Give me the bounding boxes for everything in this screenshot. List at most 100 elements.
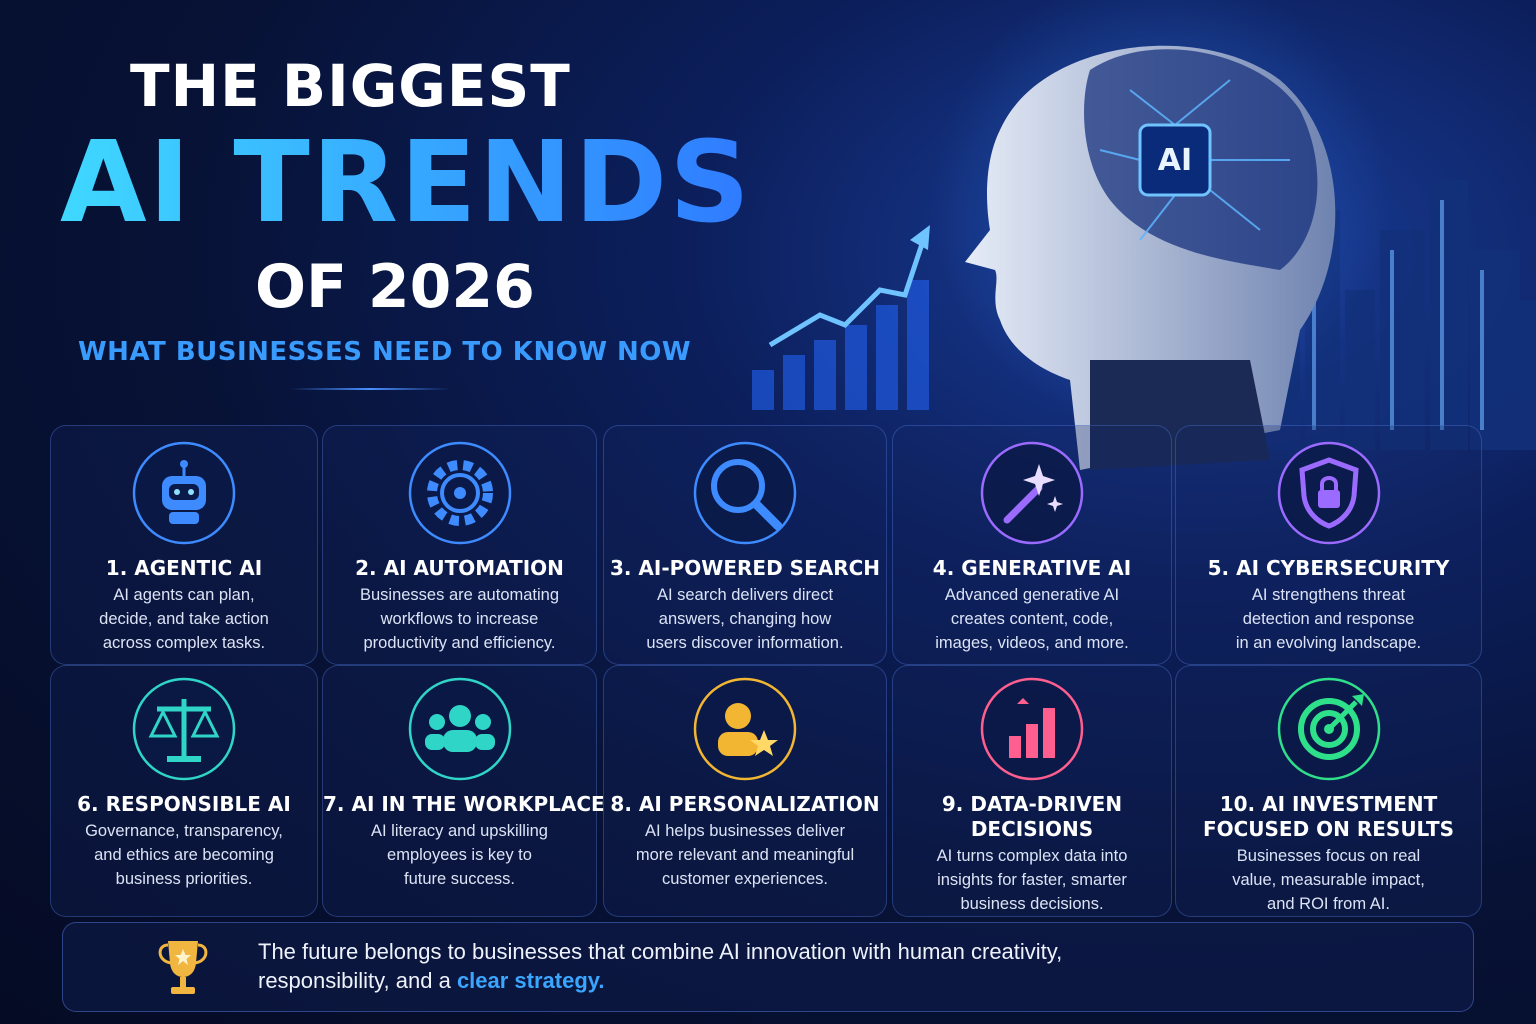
icon-shape [174, 489, 180, 495]
icon-shape [426, 460, 493, 526]
icon-shape [1174, 79, 1231, 126]
card-description-line: AI turns complex data into [936, 847, 1128, 865]
icon-shape [751, 499, 783, 531]
card-title: 1. AGENTIC AI [51, 556, 317, 581]
card-description-line: business decisions. [960, 895, 1104, 913]
icon-shape [1209, 189, 1261, 231]
card-description-line: detection and response [1242, 610, 1415, 628]
icon-shape [876, 305, 898, 410]
icon-shape [1309, 710, 1348, 748]
growth-bars [752, 280, 929, 410]
icon-shape [725, 703, 751, 729]
icon-shape [408, 677, 511, 781]
trend-card: 2. AI AUTOMATION Businesses are automatin… [322, 425, 597, 665]
card-title-line: 2. AI AUTOMATION [355, 556, 564, 580]
card-description-line: Businesses focus on real [1236, 847, 1421, 865]
neck [1090, 360, 1270, 470]
trend-card: 3. AI-POWERED SEARCH AI search delivers d… [603, 425, 887, 665]
ai-chip-label: AI [1158, 143, 1192, 178]
icon-shape [1298, 457, 1359, 529]
trend-card: 8. AI PERSONALIZATION AI helps businesses… [603, 665, 887, 917]
icon-shape [439, 473, 480, 513]
card-description-line: more relevant and meaningful [635, 846, 855, 864]
subtitle: WHAT BUSINESSES NEED TO KNOW NOW [78, 337, 692, 367]
card-description: Businesses are automating workflows to in… [323, 583, 596, 655]
footer-highlight: clear strategy. [456, 968, 605, 993]
card-icon [1176, 438, 1481, 548]
card-description: AI literacy and upskilling employees is k… [323, 819, 596, 891]
card-description-line: AI search delivers direct [656, 586, 834, 604]
icon-shape [693, 677, 797, 781]
icon-shape [1099, 149, 1141, 161]
card-description-line: Governance, transparency, [85, 822, 283, 840]
circuit-lines [1099, 79, 1290, 241]
card-title: 5. AI CYBERSECURITY [1176, 556, 1481, 581]
icon-shape [424, 734, 445, 750]
card-description-line: future success. [404, 870, 515, 888]
icon-shape [1277, 441, 1380, 545]
title-line: OF 2026 [255, 252, 535, 322]
icon-shape [132, 441, 236, 545]
growth-arrow [768, 234, 928, 348]
icon-shape [148, 708, 220, 738]
icon-shape [132, 677, 236, 781]
icon-shape [1317, 490, 1340, 508]
card-title: 4. GENERATIVE AI [893, 556, 1171, 581]
card-description: AI helps businesses deliver more relevant… [604, 819, 886, 891]
card-title: 10. AI INVESTMENT FOCUSED ON RESULTS [1176, 792, 1481, 842]
icon-shape [693, 677, 797, 781]
footer-banner: The future belongs to businesses that co… [62, 922, 1474, 1012]
icon-shape [814, 340, 836, 410]
icon-shape [474, 734, 495, 750]
icon-shape [980, 441, 1084, 545]
icon-shape [428, 714, 445, 730]
icon-shape [1297, 698, 1360, 760]
icon-shape [1009, 736, 1021, 758]
card-title-line: 1. AGENTIC AI [105, 556, 263, 580]
icon-shape [711, 459, 765, 513]
icon-shape [1129, 89, 1176, 126]
icon-shape [175, 949, 191, 965]
card-description-line: employees is key to [387, 846, 532, 864]
card-description-line: workflows to increase [380, 610, 539, 628]
icon-shape [1440, 200, 1444, 430]
card-description-line: users discover information. [646, 634, 844, 652]
card-description-line: Businesses are automating [359, 586, 560, 604]
arrow-head [910, 225, 930, 250]
card-title-line: 8. AI PERSONALIZATION [610, 792, 880, 816]
trend-card: 1. AGENTIC AI AI agents can plan, decide, … [50, 425, 318, 665]
card-title: 6. RESPONSIBLE AI [51, 792, 317, 817]
card-description-line: and ethics are becoming [94, 846, 274, 864]
card-description-line: insights for faster, smarter [937, 871, 1127, 889]
card-description-line: and ROI from AI. [1267, 895, 1390, 913]
icon-shape [1470, 250, 1520, 450]
icon-shape [474, 714, 491, 730]
icon-shape [1043, 708, 1055, 758]
card-description-line: AI helps businesses deliver [645, 822, 845, 840]
card-title-line: FOCUSED ON RESULTS [1202, 817, 1455, 841]
icon-shape [1380, 230, 1425, 450]
footer-text-line: responsibility, and a clear strategy. [258, 968, 605, 994]
card-description-line: AI agents can plan, [113, 586, 255, 604]
card-description: AI turns complex data into insights for f… [893, 844, 1171, 916]
card-description-line: in an evolving landscape. [1235, 634, 1422, 652]
card-description-line: answers, changing how [658, 610, 832, 628]
card-title-line: 4. GENERATIVE AI [932, 556, 1132, 580]
icon-shape [752, 370, 774, 410]
icon-shape [1390, 250, 1394, 430]
card-title-line: 6. RESPONSIBLE AI [77, 792, 291, 816]
card-icon [604, 438, 886, 548]
icon-shape [171, 987, 195, 994]
icon-shape [693, 441, 797, 545]
icon-shape [453, 487, 466, 499]
card-description-line: AI literacy and upskilling [370, 822, 548, 840]
divider [290, 388, 450, 390]
card-description-line: creates content, code, [950, 610, 1114, 628]
icon-shape [448, 705, 471, 727]
icon-shape [169, 484, 199, 500]
icon-shape [907, 280, 929, 410]
card-icon [893, 674, 1171, 784]
card-description: AI search delivers direct answers, changi… [604, 583, 886, 655]
